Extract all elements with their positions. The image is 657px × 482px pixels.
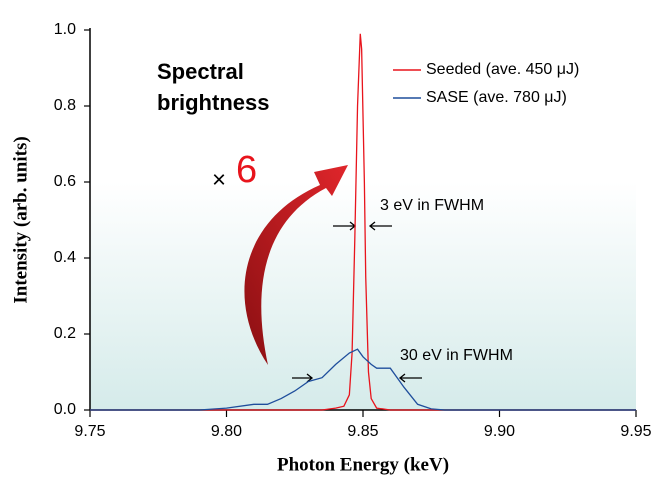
x-tick-label: 9.80 [211,423,242,440]
y-tick-label: 0.6 [54,173,76,190]
x-tick-label: 9.90 [484,423,515,440]
y-tick-label: 0.2 [54,325,76,342]
annotation: Spectral [157,59,244,84]
x-tick-label: 9.75 [74,423,105,440]
x-tick-label: 9.85 [347,423,378,440]
annotation: × [212,166,226,193]
series-line [90,348,636,411]
annotation: 30 eV in FWHM [400,347,513,364]
y-tick-label: 0.4 [54,249,76,266]
annotation: 6 [236,149,257,191]
y-axis-label: Intensity (arb. units) [10,136,31,303]
annotation: 3 eV in FWHM [380,197,484,214]
series-line [90,33,636,411]
x-axis-label: Photon Energy (keV) [277,454,449,475]
legend-label: SASE (ave. 780 μJ) [426,89,567,106]
y-tick-label: 1.0 [54,21,76,38]
y-tick-label: 0.0 [54,401,76,418]
brightness-arrow [244,165,348,365]
legend-label: Seeded (ave. 450 μJ) [426,61,579,78]
annotation: brightness [157,90,269,115]
y-tick-label: 0.8 [54,97,76,114]
x-tick-label: 9.95 [620,423,651,440]
